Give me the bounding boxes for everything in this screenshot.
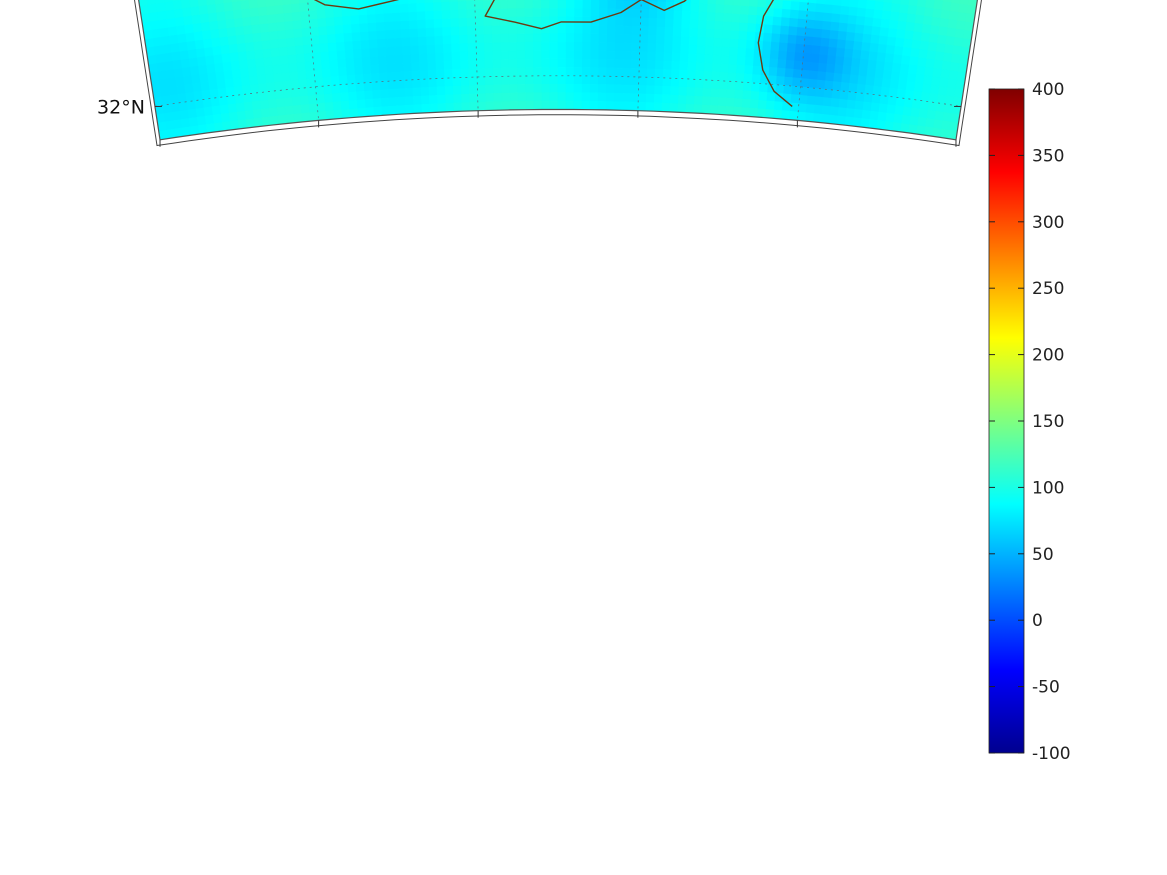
meridian-line — [458, 0, 479, 128]
colorbar-tick-label: 150 — [1032, 412, 1064, 432]
colorbar-tick-label: 0 — [1032, 611, 1043, 631]
meridian-line — [260, 0, 321, 138]
meridian-line — [637, 0, 658, 128]
colorbar-tick-label: 200 — [1032, 346, 1064, 366]
colorbar-tick-label: 300 — [1032, 213, 1064, 233]
colorbar-tick-label: -50 — [1032, 678, 1060, 698]
coastline-segment — [212, 0, 808, 30]
frame-outer — [134, 0, 982, 147]
colorbar: 400 350 300 250 200 150 100 50 0 -50 -100 — [988, 80, 1071, 764]
meridian-line — [795, 0, 856, 138]
colorbar-ticks: 400 350 300 250 200 150 100 50 0 -50 -100 — [989, 80, 1071, 764]
colorbar-tick-label: 100 — [1032, 478, 1064, 498]
coastlines — [212, 0, 818, 107]
map-frame-border — [134, 0, 982, 147]
axis-ticks: 100°W95°W90°W85°W80°W75°W16°N20°N24°N28°… — [97, 96, 962, 147]
colorbar-tick-label: 350 — [1032, 146, 1064, 166]
colorbar-tick-label: 50 — [1032, 545, 1054, 565]
colorbar-tick-label: 400 — [1032, 80, 1064, 100]
map-frame — [138, 0, 978, 141]
coastline-segment — [757, 0, 818, 107]
colorbar-tick-label: 250 — [1032, 279, 1064, 299]
lat-tick-label: 32°N — [97, 96, 145, 118]
map-panel: 100°W95°W90°W85°W80°W75°W16°N20°N24°N28°… — [63, 0, 1053, 147]
colorbar-tick-label: -100 — [1032, 744, 1071, 764]
